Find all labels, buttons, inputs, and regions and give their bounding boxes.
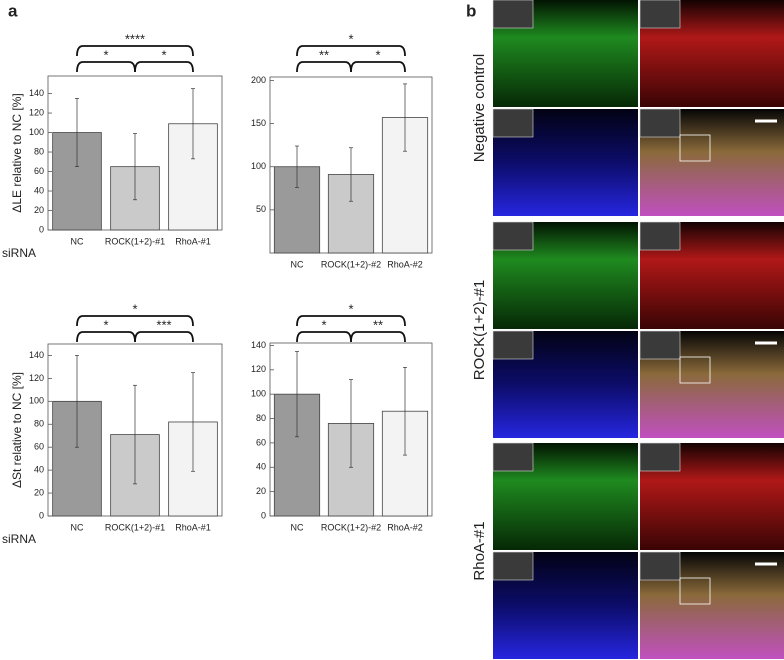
y-tick-label: 100 [251, 161, 266, 171]
significance-bracket [76, 45, 194, 57]
y-tick-label: 20 [256, 486, 266, 496]
inset [492, 551, 534, 581]
y-tick-label: 20 [34, 205, 44, 215]
x-axis-label: siRNA [2, 532, 36, 546]
y-tick-label: 40 [34, 465, 44, 475]
significance-bracket [296, 331, 352, 343]
y-tick-label: 60 [256, 437, 266, 447]
x-tick-label: NC [291, 259, 304, 269]
y-tick-label: 40 [34, 185, 44, 195]
inset [639, 0, 681, 29]
microscopy-panel: Negative control ROCK(1+2)-#1 RhoA-#1 [471, 0, 784, 659]
significance-bracket [296, 45, 406, 57]
y-tick-label: 0 [39, 224, 44, 234]
significance-label: * [375, 47, 380, 62]
inset [639, 221, 681, 251]
x-tick-label: NC [71, 522, 84, 532]
x-tick-label: RhoA-#1 [175, 522, 211, 532]
inset [639, 551, 681, 581]
inset [492, 221, 534, 251]
significance-label: * [132, 301, 137, 316]
inset [492, 330, 534, 360]
y-tick-label: 120 [29, 373, 44, 383]
y-tick-label: 40 [256, 462, 266, 472]
y-tick-label: 140 [251, 340, 266, 350]
significance-label: * [103, 317, 108, 332]
y-tick-label: 80 [34, 146, 44, 156]
significance-label: * [103, 47, 108, 62]
row-label: Negative control [471, 54, 488, 162]
y-tick-label: 50 [256, 204, 266, 214]
x-tick-label: NC [291, 522, 304, 532]
x-tick-label: RhoA-#2 [387, 259, 423, 269]
x-tick-label: ROCK(1+2)-#2 [321, 522, 381, 532]
y-tick-label: 80 [256, 413, 266, 423]
x-axis-label: siRNA [2, 246, 36, 260]
significance-label: ** [319, 47, 329, 62]
x-tick-label: ROCK(1+2)-#1 [105, 236, 165, 246]
y-axis-label: ΔSt relative to NC [%] [10, 372, 24, 488]
y-tick-label: 120 [251, 364, 266, 374]
significance-label: *** [156, 317, 171, 332]
zoom-box [679, 134, 711, 162]
significance-label: * [321, 317, 326, 332]
y-tick-label: 60 [34, 166, 44, 176]
inset [492, 108, 534, 138]
significance-bracket [134, 331, 194, 343]
y-tick-label: 200 [251, 75, 266, 85]
x-tick-label: RhoA-#1 [175, 236, 211, 246]
significance-bracket [76, 331, 136, 343]
significance-bracket [76, 61, 136, 73]
y-tick-label: 140 [29, 88, 44, 98]
row-label: RhoA-#1 [471, 521, 488, 580]
significance-label: * [348, 31, 353, 46]
row-label: ROCK(1+2)-#1 [471, 280, 488, 380]
significance-bracket [76, 315, 194, 327]
panel-label: b [466, 1, 476, 20]
y-tick-label: 80 [34, 419, 44, 429]
zoom-box [679, 577, 711, 605]
panel-label: a [8, 1, 18, 20]
inset [639, 442, 681, 472]
significance-label: **** [125, 31, 145, 46]
y-tick-label: 100 [29, 127, 44, 137]
significance-label: * [348, 301, 353, 316]
y-tick-label: 100 [251, 389, 266, 399]
y-tick-label: 120 [29, 107, 44, 117]
y-tick-label: 60 [34, 442, 44, 452]
inset [492, 0, 534, 29]
x-tick-label: NC [71, 236, 84, 246]
x-tick-label: ROCK(1+2)-#1 [105, 522, 165, 532]
inset [492, 442, 534, 472]
inset [639, 108, 681, 138]
y-tick-label: 140 [29, 350, 44, 360]
zoom-box [679, 356, 711, 384]
x-tick-label: ROCK(1+2)-#2 [321, 259, 381, 269]
significance-bracket [296, 315, 406, 327]
significance-label: * [161, 47, 166, 62]
y-tick-label: 150 [251, 118, 266, 128]
y-tick-label: 100 [29, 396, 44, 406]
significance-bracket [296, 61, 352, 73]
y-tick-label: 0 [261, 510, 266, 520]
y-tick-label: 20 [34, 487, 44, 497]
inset [639, 330, 681, 360]
significance-bracket [350, 61, 406, 73]
significance-bracket [350, 331, 406, 343]
significance-bracket [134, 61, 194, 73]
y-axis-label: ΔLE relative to NC [%] [10, 93, 24, 212]
x-tick-label: RhoA-#2 [387, 522, 423, 532]
y-tick-label: 0 [39, 510, 44, 520]
significance-label: ** [373, 317, 383, 332]
